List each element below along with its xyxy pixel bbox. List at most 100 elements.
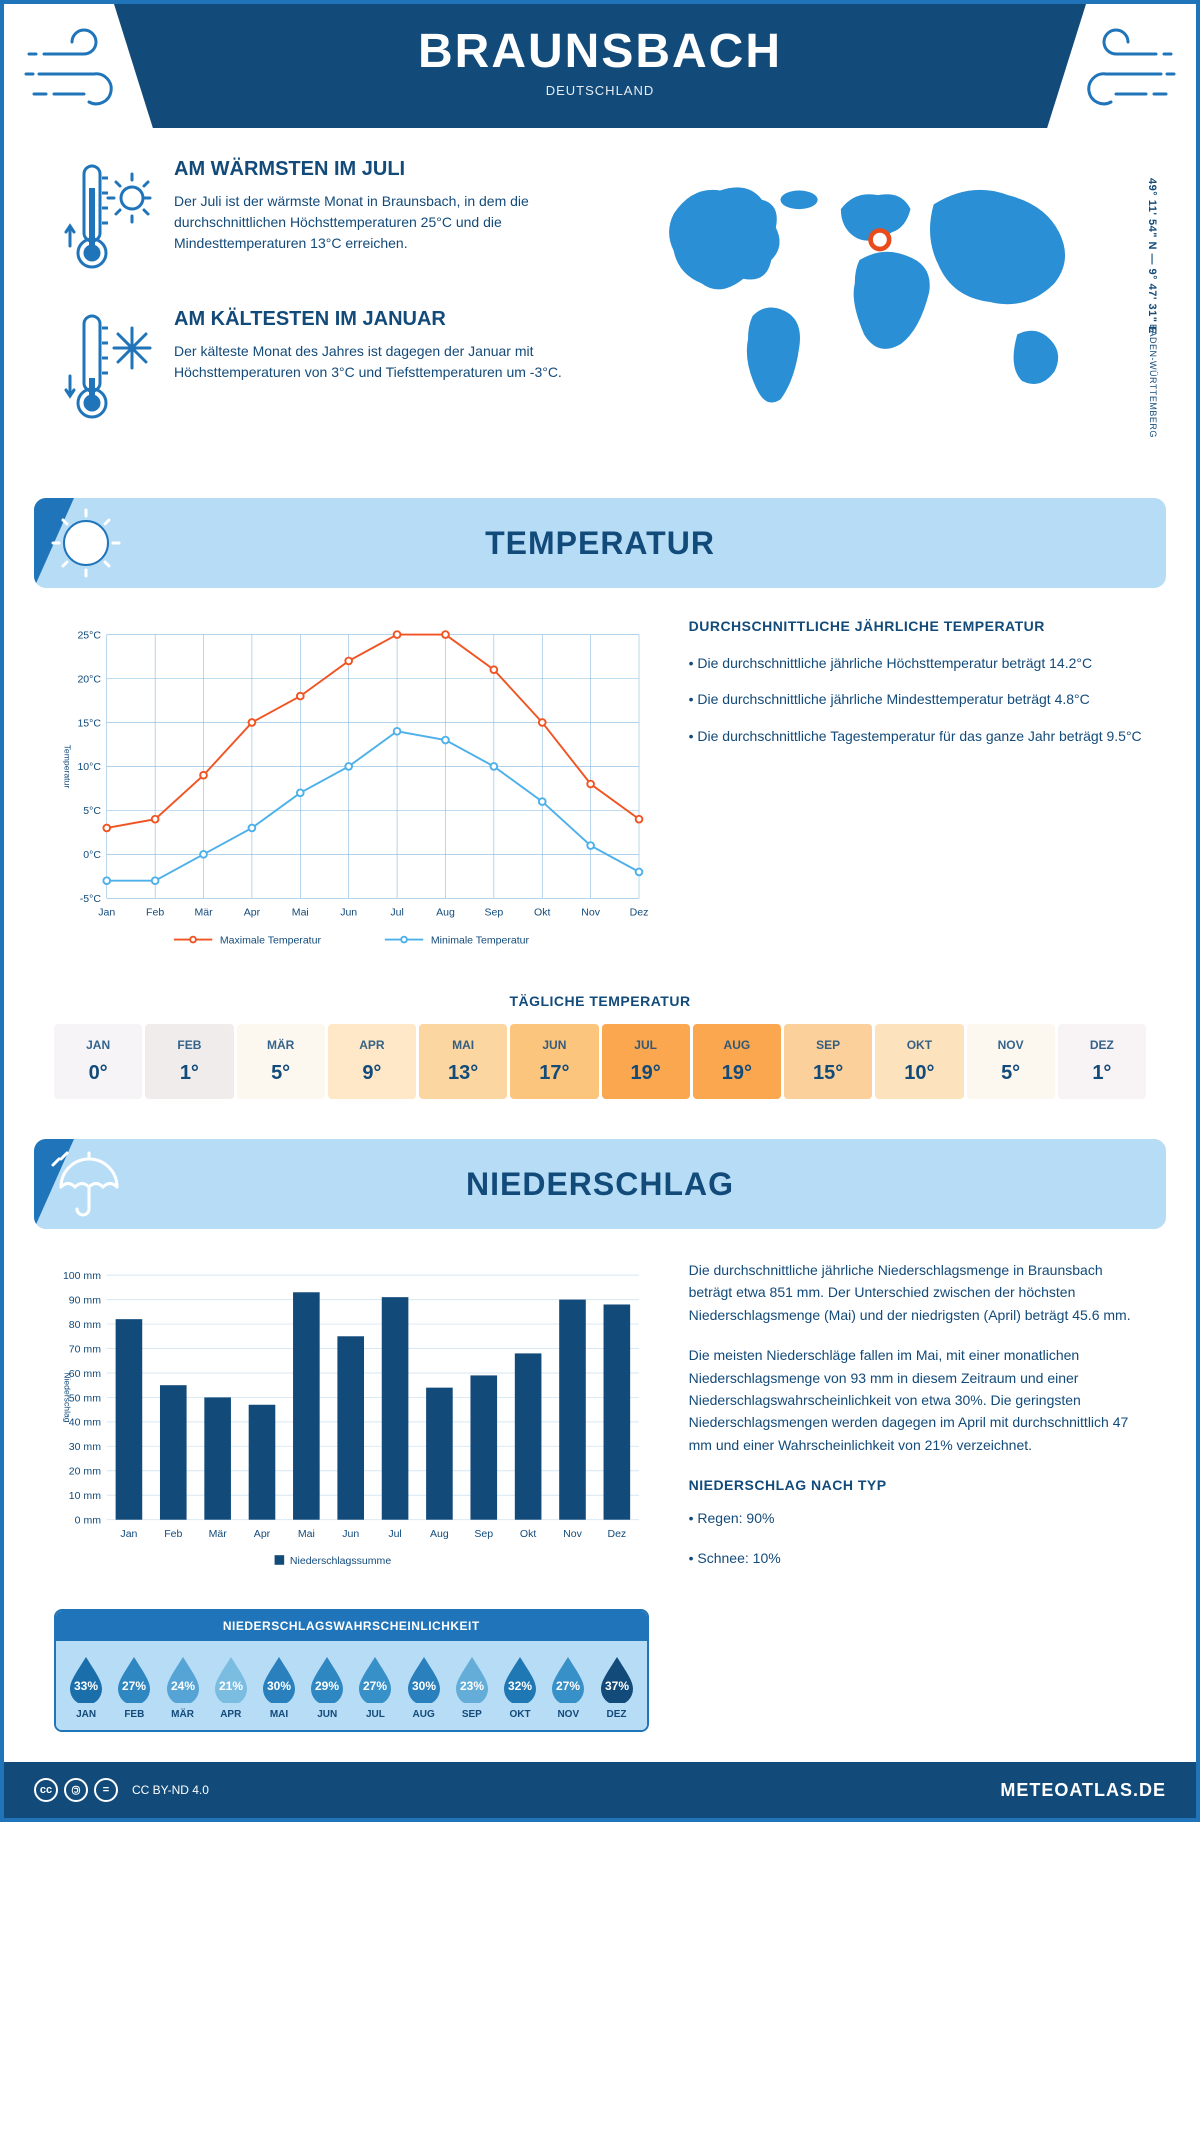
svg-text:Aug: Aug	[430, 1528, 449, 1540]
month-cell: JUN17°	[510, 1024, 598, 1099]
svg-text:Mär: Mär	[209, 1528, 228, 1540]
region-label: BADEN-WÜRTTEMBERG	[1148, 324, 1158, 438]
precipitation-probability-panel: NIEDERSCHLAGSWAHRSCHEINLICHKEIT 33% JAN …	[54, 1609, 649, 1732]
temperature-line-chart: -5°C0°C5°C10°C15°C20°C25°CJanFebMärAprMa…	[54, 618, 649, 958]
month-cell: NOV5°	[967, 1024, 1055, 1099]
coldest-title: AM KÄLTESTEN IM JANUAR	[174, 308, 580, 331]
temperature-title: TEMPERATUR	[34, 525, 1166, 562]
temp-text-b2: • Die durchschnittliche jährliche Mindes…	[689, 688, 1146, 710]
month-cell: JUL19°	[602, 1024, 690, 1099]
precip-type-heading: NIEDERSCHLAG NACH TYP	[689, 1474, 1146, 1496]
svg-text:27%: 27%	[363, 1679, 387, 1693]
svg-text:Jun: Jun	[340, 907, 357, 919]
temp-text-heading: DURCHSCHNITTLICHE JÄHRLICHE TEMPERATUR	[689, 618, 1146, 634]
svg-text:70 mm: 70 mm	[69, 1343, 101, 1355]
raindrop-icon: 24%	[163, 1655, 203, 1703]
svg-text:-5°C: -5°C	[80, 893, 102, 905]
svg-text:20°C: 20°C	[77, 673, 101, 685]
prob-cell: 30% MAI	[255, 1655, 303, 1720]
svg-text:100 mm: 100 mm	[63, 1270, 101, 1282]
raindrop-icon: 29%	[307, 1655, 347, 1703]
svg-text:Nov: Nov	[563, 1528, 582, 1540]
svg-text:10°C: 10°C	[77, 761, 101, 773]
prob-cell: 21% APR	[207, 1655, 255, 1720]
raindrop-icon: 27%	[114, 1655, 154, 1703]
svg-text:Feb: Feb	[146, 907, 164, 919]
svg-text:Okt: Okt	[520, 1528, 536, 1540]
prob-cell: 32% OKT	[496, 1655, 544, 1720]
svg-text:Niederschlag: Niederschlag	[62, 1372, 72, 1423]
svg-text:Aug: Aug	[436, 907, 455, 919]
svg-text:15°C: 15°C	[77, 717, 101, 729]
footer: cc 🄯 = CC BY-ND 4.0 METEOATLAS.DE	[4, 1762, 1196, 1818]
precip-type1: • Regen: 90%	[689, 1507, 1146, 1529]
svg-text:40 mm: 40 mm	[69, 1417, 101, 1429]
city-title: BRAUNSBACH	[154, 24, 1046, 79]
raindrop-icon: 27%	[355, 1655, 395, 1703]
month-cell: JAN0°	[54, 1024, 142, 1099]
precip-p2: Die meisten Niederschläge fallen im Mai,…	[689, 1344, 1146, 1456]
header-banner: BRAUNSBACH DEUTSCHLAND	[114, 4, 1086, 128]
svg-text:Minimale Temperatur: Minimale Temperatur	[431, 934, 530, 946]
daily-temp-strip: JAN0°FEB1°MÄR5°APR9°MAI13°JUN17°JUL19°AU…	[54, 1024, 1146, 1099]
month-cell: OKT10°	[875, 1024, 963, 1099]
prob-cell: 30% AUG	[400, 1655, 448, 1720]
temperature-section-header: TEMPERATUR	[34, 498, 1166, 588]
svg-text:25°C: 25°C	[77, 629, 101, 641]
month-cell: MAI13°	[419, 1024, 507, 1099]
svg-text:Mai: Mai	[298, 1528, 315, 1540]
raindrop-icon: 32%	[500, 1655, 540, 1703]
prob-cell: 37% DEZ	[592, 1655, 640, 1720]
svg-text:10 mm: 10 mm	[69, 1490, 101, 1502]
month-cell: AUG19°	[693, 1024, 781, 1099]
brand-label: METEOATLAS.DE	[1000, 1780, 1166, 1801]
svg-text:50 mm: 50 mm	[69, 1392, 101, 1404]
warmest-block: AM WÄRMSTEN IM JULI Der Juli ist der wär…	[64, 158, 580, 278]
month-cell: APR9°	[328, 1024, 416, 1099]
svg-text:Temperatur: Temperatur	[62, 745, 72, 789]
svg-text:0 mm: 0 mm	[75, 1515, 102, 1527]
raindrop-icon: 21%	[211, 1655, 251, 1703]
svg-text:Jan: Jan	[98, 907, 115, 919]
precip-p1: Die durchschnittliche jährliche Niedersc…	[689, 1259, 1146, 1326]
svg-text:33%: 33%	[74, 1679, 98, 1693]
svg-text:90 mm: 90 mm	[69, 1294, 101, 1306]
svg-text:24%: 24%	[171, 1679, 195, 1693]
svg-text:60 mm: 60 mm	[69, 1368, 101, 1380]
prob-title: NIEDERSCHLAGSWAHRSCHEINLICHKEIT	[56, 1611, 647, 1641]
precip-type2: • Schnee: 10%	[689, 1547, 1146, 1569]
thermometer-hot-icon	[64, 158, 154, 278]
license-label: CC BY-ND 4.0	[132, 1783, 209, 1797]
raindrop-icon: 30%	[404, 1655, 444, 1703]
svg-text:37%: 37%	[605, 1679, 629, 1693]
sun-icon	[49, 506, 124, 581]
temp-text-b3: • Die durchschnittliche Tagestemperatur …	[689, 725, 1146, 747]
svg-text:Feb: Feb	[164, 1528, 182, 1540]
svg-text:Jul: Jul	[388, 1528, 401, 1540]
svg-text:Dez: Dez	[607, 1528, 626, 1540]
svg-text:0°C: 0°C	[83, 849, 101, 861]
thermometer-cold-icon	[64, 308, 154, 428]
nd-icon: =	[94, 1778, 118, 1802]
wind-icon	[1066, 24, 1176, 114]
svg-text:30 mm: 30 mm	[69, 1441, 101, 1453]
cc-icons: cc 🄯 =	[34, 1778, 118, 1802]
svg-text:Mär: Mär	[194, 907, 213, 919]
svg-text:5°C: 5°C	[83, 805, 101, 817]
prob-cell: 27% JUL	[351, 1655, 399, 1720]
svg-text:32%: 32%	[508, 1679, 532, 1693]
month-cell: DEZ1°	[1058, 1024, 1146, 1099]
warmest-title: AM WÄRMSTEN IM JULI	[174, 158, 580, 181]
svg-text:27%: 27%	[122, 1679, 146, 1693]
svg-text:Niederschlagssumme: Niederschlagssumme	[290, 1555, 391, 1567]
svg-text:Nov: Nov	[581, 907, 600, 919]
prob-cell: 27% NOV	[544, 1655, 592, 1720]
svg-text:Jun: Jun	[342, 1528, 359, 1540]
temp-text-b1: • Die durchschnittliche jährliche Höchst…	[689, 652, 1146, 674]
coldest-block: AM KÄLTESTEN IM JANUAR Der kälteste Mona…	[64, 308, 580, 428]
svg-text:Maximale Temperatur: Maximale Temperatur	[220, 934, 322, 946]
raindrop-icon: 37%	[597, 1655, 637, 1703]
svg-text:30%: 30%	[412, 1679, 436, 1693]
coldest-body: Der kälteste Monat des Jahres ist dagege…	[174, 341, 580, 383]
by-icon: 🄯	[64, 1778, 88, 1802]
